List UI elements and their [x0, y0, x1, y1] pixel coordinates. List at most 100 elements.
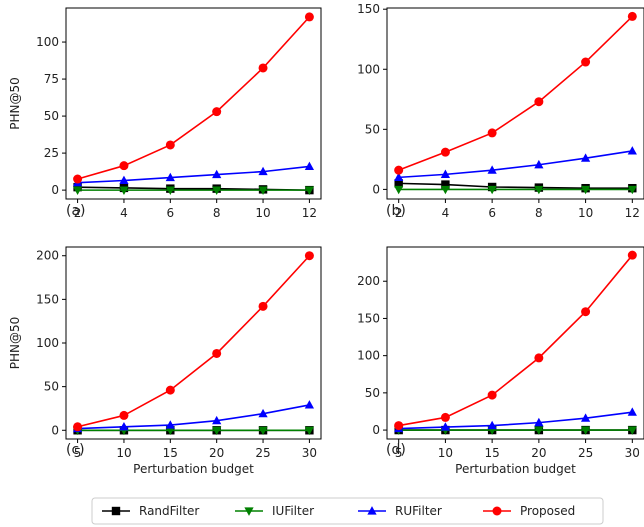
axes-frame — [65, 7, 322, 200]
y-tick-label: 75 — [44, 72, 59, 86]
data-point — [487, 128, 497, 138]
data-point — [304, 426, 315, 436]
series-line — [398, 150, 633, 179]
data-point — [165, 172, 175, 182]
data-point — [440, 185, 451, 195]
x-tick-label: 6 — [166, 206, 174, 220]
data-point — [258, 63, 268, 73]
data-point — [165, 420, 175, 429]
y-tick-label: 50 — [44, 109, 59, 123]
data-point — [394, 165, 404, 175]
y-tick-label: 50 — [365, 386, 380, 400]
series-line — [398, 411, 633, 430]
data-point — [534, 353, 544, 363]
axes-frame — [386, 7, 644, 200]
y-tick-label: 150 — [36, 292, 59, 306]
data-point — [304, 161, 315, 170]
data-point — [258, 166, 268, 176]
series-rufilter — [72, 400, 315, 433]
panel-b: 2 4 6 8 10 12 0 50 100 150 (b) — [357, 2, 644, 220]
x-tick-label: 10 — [116, 446, 131, 460]
data-point — [487, 390, 497, 400]
x-tick-label: 25 — [578, 446, 593, 460]
data-point — [534, 185, 544, 195]
y-tick-label: 100 — [357, 62, 380, 76]
data-point — [440, 412, 450, 422]
x-tick-label: 4 — [120, 206, 128, 220]
y-tick-label: 150 — [357, 311, 380, 325]
data-point — [394, 172, 404, 181]
data-point — [580, 185, 591, 195]
data-point — [304, 400, 315, 409]
data-point — [441, 180, 450, 189]
series-proposed — [73, 251, 314, 432]
y-axis-label: PHN@50 — [8, 317, 22, 370]
data-point — [212, 426, 222, 436]
series-line — [77, 165, 310, 184]
data-point — [487, 420, 497, 430]
series-proposed — [73, 12, 314, 184]
data-point — [212, 169, 222, 179]
data-point — [627, 426, 637, 435]
data-point — [440, 169, 451, 178]
series-randfilter — [394, 179, 637, 193]
legend-label: IUFilter — [272, 504, 314, 518]
panel-label: (b) — [386, 203, 406, 219]
y-axis-label: PHN@50 — [8, 77, 22, 130]
data-point — [394, 185, 404, 195]
legend-marker — [111, 506, 121, 516]
x-tick-label: 15 — [484, 446, 499, 460]
data-point — [212, 107, 222, 117]
y-tick-label: 100 — [357, 349, 380, 363]
x-tick-label: 2 — [395, 206, 403, 220]
data-point — [73, 422, 83, 432]
x-tick-label: 30 — [625, 446, 640, 460]
x-tick-label: 25 — [255, 446, 270, 460]
series-line — [398, 182, 633, 189]
x-tick-label: 6 — [488, 206, 496, 220]
legend-marker — [492, 506, 502, 516]
data-point — [580, 153, 591, 162]
series-line — [77, 255, 310, 428]
x-tick-label: 2 — [74, 206, 82, 220]
x-tick-label: 10 — [255, 206, 270, 220]
panel-c: 5 10 15 20 25 30 0 50 100 150 200 PHN@50 Perturbatio… — [8, 246, 322, 476]
data-point — [440, 422, 451, 431]
panel-label: (a) — [66, 203, 86, 219]
data-point — [165, 140, 175, 150]
x-tick-label: 20 — [209, 446, 224, 460]
y-tick-label: 25 — [44, 146, 59, 160]
axes-frame — [386, 246, 644, 440]
series-rufilter — [72, 161, 315, 187]
x-tick-label: 12 — [302, 206, 317, 220]
x-tick-label: 15 — [163, 446, 178, 460]
x-axis-label: Perturbation budget — [133, 462, 254, 476]
data-point — [165, 186, 175, 195]
data-point — [72, 186, 83, 195]
y-tick-label: 100 — [36, 336, 59, 350]
legend-label: Proposed — [520, 504, 575, 518]
series-line — [398, 254, 633, 427]
data-point — [258, 301, 268, 311]
data-point — [627, 250, 637, 260]
y-tick-label: 200 — [36, 249, 59, 263]
data-point — [581, 57, 591, 67]
x-axis-label: Perturbation budget — [455, 462, 576, 476]
legend-entry: IUFilter — [235, 504, 314, 518]
x-tick-label: 8 — [213, 206, 221, 220]
data-point — [165, 426, 175, 436]
x-tick-label: 8 — [535, 206, 543, 220]
series-iufilter — [394, 185, 637, 195]
panel-d: 5 10 15 20 25 30 0 50 100 150 200 Perturbation budg… — [357, 246, 644, 476]
data-point — [534, 417, 544, 427]
series-proposed — [394, 11, 637, 175]
data-point — [304, 12, 314, 22]
data-point — [394, 179, 403, 188]
series-line — [77, 404, 310, 430]
data-point — [627, 407, 637, 416]
y-tick-label: 100 — [36, 35, 59, 49]
data-point — [394, 421, 404, 431]
x-tick-label: 12 — [625, 206, 640, 220]
data-point — [119, 161, 129, 171]
